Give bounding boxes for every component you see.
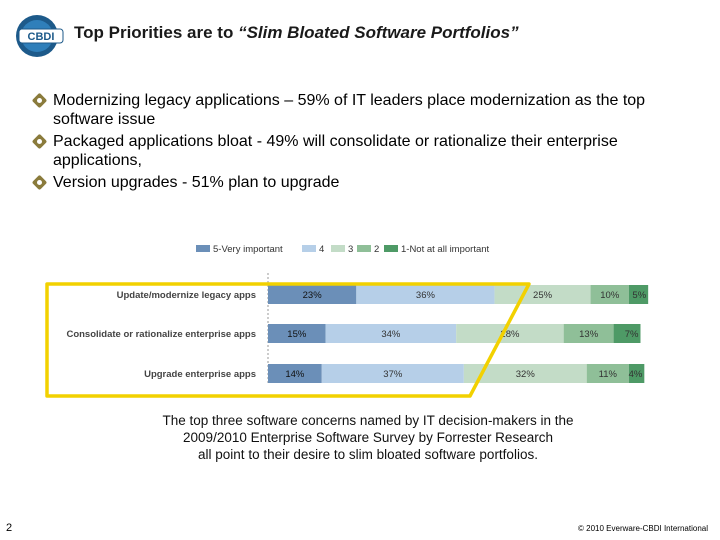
bar-segment bbox=[586, 364, 629, 383]
legend-swatch bbox=[196, 245, 210, 252]
category-label: Consolidate or rationalize enterprise ap… bbox=[66, 329, 256, 340]
bar-segment bbox=[356, 285, 495, 304]
data-label: 34% bbox=[381, 329, 401, 340]
data-label: 7% bbox=[625, 329, 639, 340]
category-label: Upgrade enterprise apps bbox=[144, 369, 256, 380]
data-label: 28% bbox=[500, 329, 520, 340]
legend-swatch bbox=[384, 245, 398, 252]
data-label: 37% bbox=[383, 369, 403, 380]
legend-label: 5-Very important bbox=[213, 244, 283, 255]
legend-label: 2 bbox=[374, 244, 379, 255]
data-label: 14% bbox=[285, 369, 305, 380]
data-label: 11% bbox=[599, 369, 618, 380]
bar-segment bbox=[456, 324, 564, 343]
copyright-footer: © 2010 Everware-CBDI International bbox=[578, 524, 708, 533]
bar-segment bbox=[613, 324, 641, 343]
title-prefix: Top Priorities are to bbox=[74, 23, 239, 42]
bar-segment bbox=[325, 324, 457, 343]
cbdi-logo: CBDI bbox=[16, 15, 64, 57]
data-label: 23% bbox=[303, 290, 323, 301]
bar-segment bbox=[268, 324, 326, 343]
bar-segment bbox=[494, 285, 591, 304]
caption-line: The top three software concerns named by… bbox=[162, 413, 574, 428]
bar-segment bbox=[628, 285, 649, 304]
data-label: 4% bbox=[629, 369, 643, 380]
bar-segment bbox=[628, 364, 645, 383]
bullet-item: Modernizing legacy applications – 59% of… bbox=[31, 91, 708, 129]
category-label: Update/modernize legacy apps bbox=[117, 290, 256, 301]
data-label: 13% bbox=[579, 329, 599, 340]
data-label: 36% bbox=[416, 290, 436, 301]
bar-segment bbox=[321, 364, 464, 383]
highlight-frame bbox=[45, 282, 531, 398]
page-number: 2 bbox=[6, 522, 13, 534]
legend-swatch bbox=[302, 245, 316, 252]
bullet-text: Version upgrades - 51% plan to upgrade bbox=[53, 174, 340, 191]
bullet-text: Packaged applications bloat - 49% will c… bbox=[53, 133, 618, 169]
chart-caption: The top three software concerns named by… bbox=[100, 412, 636, 463]
bullet-list: Modernizing legacy applications – 59% of… bbox=[31, 91, 708, 195]
data-label: 5% bbox=[632, 290, 646, 301]
data-label: 32% bbox=[516, 369, 536, 380]
bullet-item: Packaged applications bloat - 49% will c… bbox=[31, 132, 708, 170]
bar-segment bbox=[463, 364, 587, 383]
logo-text: CBDI bbox=[28, 31, 55, 43]
data-label: 15% bbox=[287, 329, 307, 340]
bar-segment bbox=[590, 285, 629, 304]
caption-line: 2009/2010 Enterprise Software Survey by … bbox=[183, 430, 553, 445]
legend-label: 4 bbox=[319, 244, 324, 255]
bullet-item: Version upgrades - 51% plan to upgrade bbox=[31, 173, 708, 192]
bar-segment bbox=[563, 324, 614, 343]
title-quote: “Slim Bloated Software Portfolios” bbox=[238, 23, 519, 42]
bar-segment bbox=[268, 285, 357, 304]
legend-swatch bbox=[357, 245, 371, 252]
legend-label: 3 bbox=[348, 244, 353, 255]
slide-title: Top Priorities are to “Slim Bloated Soft… bbox=[74, 23, 519, 43]
data-label: 10% bbox=[600, 290, 620, 301]
bullet-text: Modernizing legacy applications – 59% of… bbox=[53, 92, 646, 128]
caption-line: all point to their desire to slim bloate… bbox=[198, 447, 538, 462]
legend-label: 1-Not at all important bbox=[401, 244, 490, 255]
data-label: 25% bbox=[533, 290, 553, 301]
legend-swatch bbox=[331, 245, 345, 252]
bar-segment bbox=[268, 364, 322, 383]
